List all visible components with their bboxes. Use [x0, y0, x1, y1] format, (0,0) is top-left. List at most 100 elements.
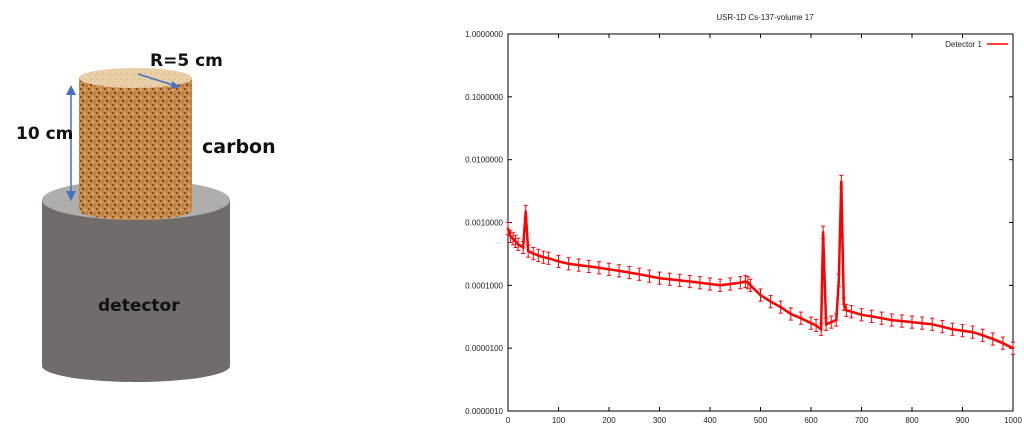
data-point	[900, 319, 904, 323]
material-label: carbon	[202, 136, 276, 158]
data-point	[759, 293, 762, 297]
data-point	[819, 328, 823, 331]
data-point	[557, 260, 560, 263]
radius-label: R=5 cm	[150, 51, 223, 71]
data-point	[678, 279, 681, 282]
y-tick-label: 0.0001000	[465, 281, 503, 290]
x-tick-label: 500	[754, 416, 768, 425]
x-axis: 0 100 200 300 400 500 600 700 800 900 1000	[506, 34, 1022, 425]
data-point	[577, 263, 580, 267]
data-point	[769, 300, 772, 303]
data-point	[880, 316, 883, 320]
data-point	[509, 235, 512, 238]
detector-label: detector	[98, 296, 180, 316]
data-point	[628, 271, 631, 274]
data-point	[668, 278, 671, 281]
data-point	[521, 246, 525, 249]
data-point	[931, 323, 934, 326]
x-tick-label: 1000	[1004, 416, 1022, 425]
data-point	[638, 273, 641, 276]
series-detector-1	[506, 174, 1015, 355]
data-point	[739, 281, 742, 284]
x-tick-label: 700	[855, 416, 869, 425]
y-axis: 0.0000010 0.0000100 0.0001000 0.0010000 0.01…	[465, 30, 1013, 416]
data-point	[890, 318, 893, 322]
data-point	[842, 303, 846, 306]
x-tick-label: 100	[552, 416, 566, 425]
data-point	[506, 227, 510, 230]
y-tick-label: 1.0000000	[465, 30, 503, 39]
geometry-diagram: R=5 cm 10 cm carbon detector	[16, 51, 276, 382]
data-point	[542, 256, 545, 259]
data-point	[870, 315, 873, 318]
data-point	[514, 240, 517, 243]
y-tick-label: 0.0000010	[465, 407, 503, 416]
data-point	[961, 329, 964, 332]
data-point	[809, 321, 813, 325]
data-point	[981, 334, 984, 337]
data-point	[1001, 341, 1005, 345]
data-point	[617, 269, 621, 273]
data-point	[840, 180, 843, 183]
data-point	[837, 279, 840, 282]
data-point	[799, 316, 803, 320]
data-point	[607, 268, 611, 271]
data-point	[708, 282, 712, 286]
data-point	[830, 320, 833, 324]
x-tick-label: 400	[703, 416, 717, 425]
data-point	[527, 249, 530, 253]
data-point	[789, 312, 792, 316]
data-point	[532, 252, 535, 255]
x-tick-label: 300	[653, 416, 667, 425]
data-point	[835, 318, 838, 322]
data-point	[910, 320, 914, 324]
carbon-cylinder	[79, 68, 192, 220]
legend: Detector 1	[945, 40, 1008, 49]
data-point	[824, 323, 828, 326]
data-point	[991, 337, 994, 341]
chart-title: USR-1D Cs-137-volume 17	[716, 13, 814, 22]
y-tick-label: 0.0100000	[465, 156, 503, 165]
data-point	[860, 313, 863, 316]
data-point	[1011, 346, 1015, 350]
x-tick-label: 800	[905, 416, 919, 425]
data-point	[850, 310, 853, 313]
x-tick-label: 0	[506, 416, 511, 425]
data-point	[587, 265, 590, 268]
data-point	[567, 262, 570, 266]
data-point	[971, 330, 974, 334]
data-point	[688, 280, 691, 283]
data-point	[516, 243, 520, 246]
y-tick-label: 0.0000100	[465, 344, 503, 353]
data-point	[746, 281, 750, 284]
x-tick-label: 900	[956, 416, 970, 425]
data-point	[744, 280, 747, 283]
radius-arrow	[137, 73, 180, 89]
data-point	[537, 254, 540, 257]
legend-label: Detector 1	[945, 40, 982, 49]
data-point	[729, 282, 732, 286]
data-point	[597, 266, 601, 270]
y-tick-label: 0.0010000	[465, 219, 503, 228]
plot-frame	[507, 33, 1014, 412]
spectrum-chart: USR-1D Cs-137-volume 17 0 100 200 300 400 500…	[465, 13, 1022, 425]
data-point	[814, 324, 818, 327]
data-point	[698, 281, 702, 284]
data-point	[779, 305, 782, 309]
series-line	[506, 181, 1014, 350]
height-label: 10 cm	[16, 124, 73, 144]
x-tick-label: 600	[804, 416, 818, 425]
data-point	[718, 284, 722, 287]
height-arrow	[66, 85, 76, 201]
data-point	[845, 309, 848, 312]
data-point	[547, 257, 550, 260]
data-point	[821, 231, 825, 234]
data-point	[648, 274, 651, 278]
data-point	[658, 276, 661, 280]
data-point	[941, 325, 944, 328]
data-point	[749, 284, 752, 287]
data-point	[951, 328, 954, 331]
data-point	[511, 237, 515, 241]
y-tick-label: 0.1000000	[465, 93, 503, 102]
data-point	[524, 210, 527, 213]
